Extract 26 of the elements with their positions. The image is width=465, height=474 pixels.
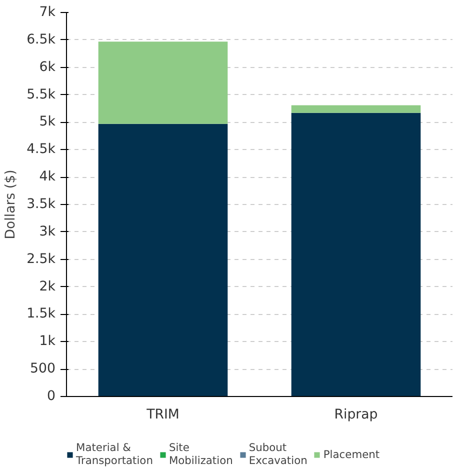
- y-axis-title: Dollars ($): [4, 170, 19, 240]
- y-tick-label: 6.5k: [26, 32, 56, 48]
- y-tick-label: 6k: [39, 60, 56, 75]
- legend-label: Subout Excavation: [248, 441, 308, 467]
- y-tick-label: 3.5k: [26, 197, 56, 212]
- bar: [98, 42, 228, 124]
- y-tick-label: 4.5k: [26, 142, 56, 158]
- y-tick-label: 1.5k: [26, 306, 56, 322]
- y-tick-label: 500: [30, 362, 56, 377]
- y-tick-label: 3k: [39, 224, 56, 240]
- legend-label: Material & Transportation: [76, 441, 153, 467]
- y-tick-label: 0: [47, 389, 56, 404]
- y-tick-label: 2k: [39, 279, 56, 294]
- legend-label: Site Mobilization: [168, 441, 233, 467]
- y-tick-label: 7k: [39, 5, 56, 20]
- y-tick-label: 1k: [39, 334, 56, 350]
- x-tick-label: TRIM: [146, 408, 180, 422]
- y-tick-label: 5.5k: [26, 87, 56, 102]
- bar: [98, 124, 228, 396]
- x-tick-label: Riprap: [334, 408, 378, 422]
- bar: [291, 105, 421, 113]
- y-tick-label: 4k: [39, 170, 56, 185]
- y-tick-label: 5k: [39, 114, 56, 130]
- y-tick-label: 2.5k: [26, 252, 56, 267]
- legend-label: Placement: [323, 448, 380, 460]
- bar: [291, 112, 421, 396]
